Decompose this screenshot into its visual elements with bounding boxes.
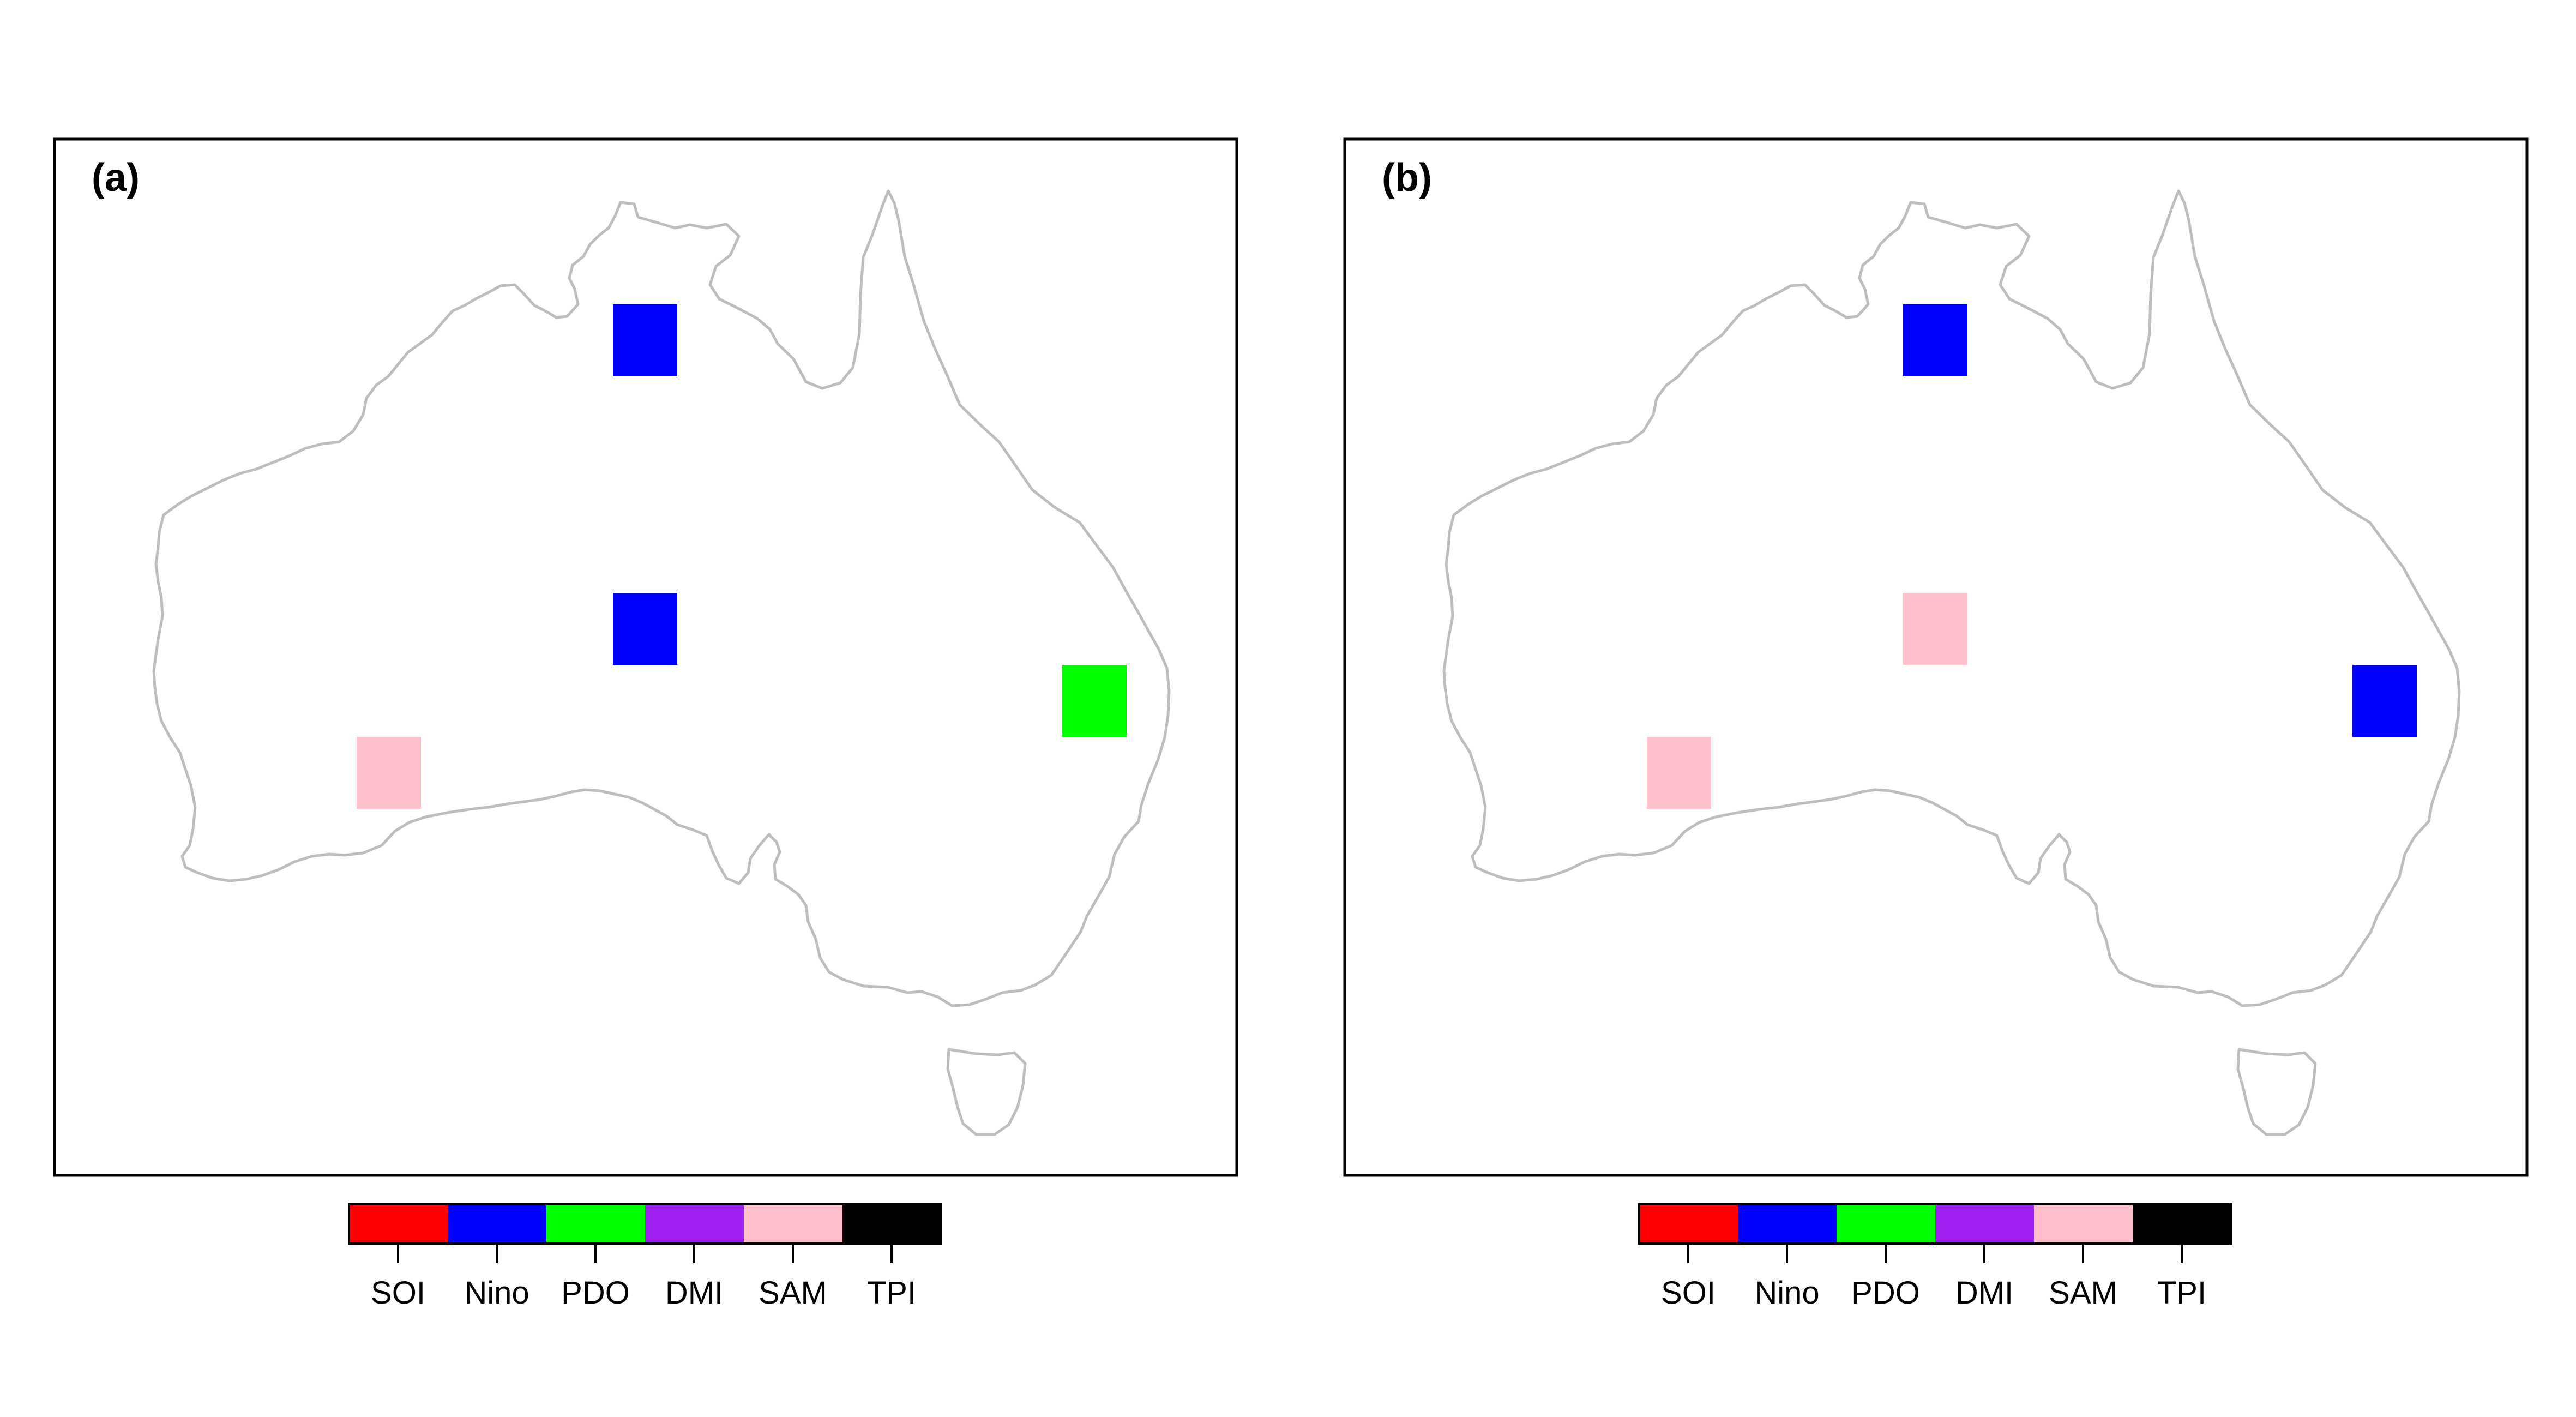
legend-swatch-tpi <box>2133 1204 2231 1244</box>
index-cell <box>613 304 677 376</box>
index-cell <box>1062 665 1127 737</box>
legend-swatch-nino <box>448 1204 546 1244</box>
index-cell <box>613 593 677 665</box>
legend-swatch-tpi <box>842 1204 941 1244</box>
legend-label-soi: SOI <box>371 1275 425 1311</box>
legend-label-soi: SOI <box>1661 1275 1716 1311</box>
legend-swatch-soi <box>349 1204 448 1244</box>
legend-border <box>348 1203 942 1245</box>
map-frame <box>1343 137 2529 1177</box>
panel-label: (a) <box>92 156 140 200</box>
index-cell <box>1903 304 1967 376</box>
legend-label-tpi: TPI <box>2157 1275 2206 1311</box>
legend-label-tpi: TPI <box>867 1275 916 1311</box>
legend-swatch-soi <box>1639 1204 1738 1244</box>
legend-swatch-dmi <box>645 1204 744 1244</box>
index-cell <box>357 737 421 809</box>
panel-label: (b) <box>1382 156 1432 200</box>
legend-label-nino: Nino <box>1754 1275 1819 1311</box>
legend-swatch-sam <box>744 1204 842 1244</box>
legend-border <box>1638 1203 2232 1245</box>
legend-label-dmi: DMI <box>665 1275 723 1311</box>
legend-swatch-sam <box>2034 1204 2133 1244</box>
index-cell <box>1647 737 1711 809</box>
legend-swatch-dmi <box>1935 1204 2034 1244</box>
legend-label-nino: Nino <box>464 1275 529 1311</box>
map-panel-a: (a) <box>53 137 1238 1177</box>
legend-swatch-pdo <box>546 1204 645 1244</box>
map-frame <box>53 137 1238 1177</box>
index-cell <box>2352 665 2417 737</box>
legend-label-pdo: PDO <box>1851 1275 1920 1311</box>
legend-swatch-nino <box>1738 1204 1837 1244</box>
color-legend-a: SOI Nino PDO DMI SAM TPI <box>348 1203 942 1311</box>
legend-label-dmi: DMI <box>1955 1275 2013 1311</box>
legend-label-pdo: PDO <box>561 1275 630 1311</box>
color-legend-b: SOI Nino PDO DMI SAM TPI <box>1638 1203 2232 1311</box>
legend-label-sam: SAM <box>2049 1275 2117 1311</box>
index-cell <box>1903 593 1967 665</box>
legend-label-sam: SAM <box>759 1275 827 1311</box>
map-panel-b: (b) <box>1343 137 2529 1177</box>
legend-swatch-pdo <box>1837 1204 1935 1244</box>
